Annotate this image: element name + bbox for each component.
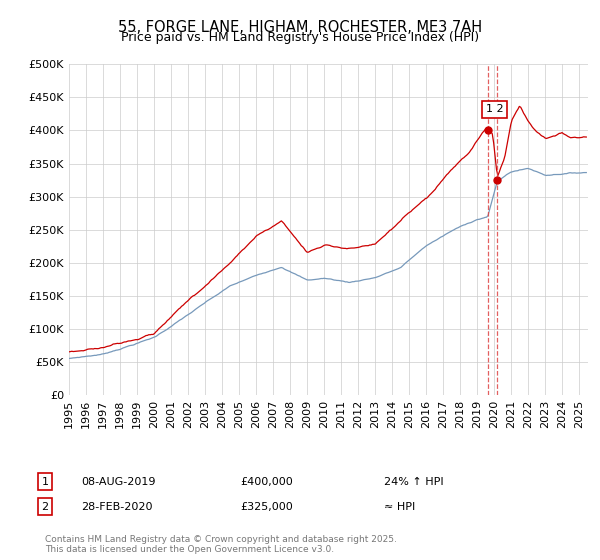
Text: 08-AUG-2019: 08-AUG-2019 [81,477,155,487]
Text: 24% ↑ HPI: 24% ↑ HPI [384,477,443,487]
Text: 1: 1 [41,477,49,487]
Text: Price paid vs. HM Land Registry's House Price Index (HPI): Price paid vs. HM Land Registry's House … [121,31,479,44]
Text: Contains HM Land Registry data © Crown copyright and database right 2025.
This d: Contains HM Land Registry data © Crown c… [45,535,397,554]
Text: 55, FORGE LANE, HIGHAM, ROCHESTER, ME3 7AH: 55, FORGE LANE, HIGHAM, ROCHESTER, ME3 7… [118,20,482,35]
Text: 28-FEB-2020: 28-FEB-2020 [81,502,152,512]
Text: £400,000: £400,000 [240,477,293,487]
Text: 2: 2 [41,502,49,512]
Text: 1 2: 1 2 [485,104,503,114]
Text: £325,000: £325,000 [240,502,293,512]
Text: ≈ HPI: ≈ HPI [384,502,415,512]
